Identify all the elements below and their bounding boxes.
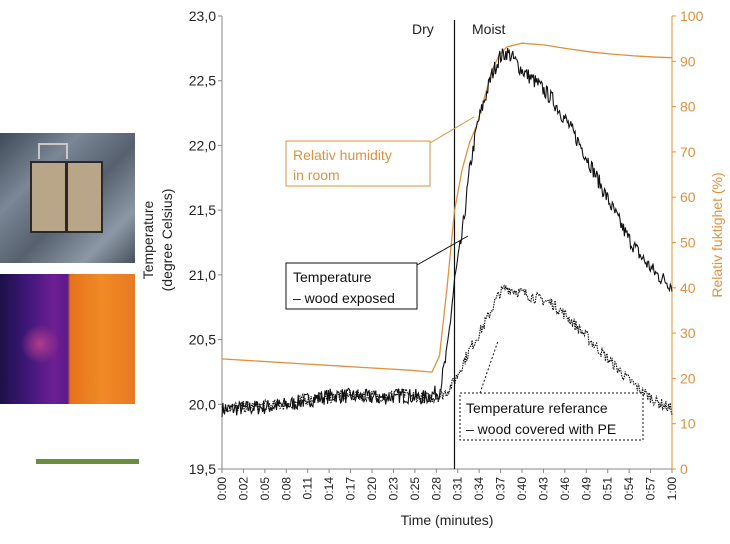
exposed-label-line2: – wood exposed bbox=[293, 290, 395, 306]
scale-bar bbox=[36, 459, 139, 464]
x-tick-label: 0:17 bbox=[344, 477, 358, 501]
covered-leader-line bbox=[479, 340, 499, 394]
y-axis-right-title: Relativ fuktighet (%) bbox=[709, 172, 725, 297]
x-tick-label: 0:11 bbox=[301, 477, 315, 500]
y-right-tick-label: 40 bbox=[680, 280, 696, 296]
x-tick-label: 0:57 bbox=[644, 477, 658, 501]
y-right-tick-label: 20 bbox=[680, 370, 696, 386]
y-tick-label: 23,0 bbox=[189, 8, 216, 24]
y-tick-label: 20,0 bbox=[189, 396, 216, 412]
exposed-label-line1: Temperature bbox=[293, 269, 372, 285]
x-tick-label: 0:00 bbox=[215, 477, 229, 501]
x-tick-label: 0:46 bbox=[558, 477, 572, 501]
photo-sensor-bracket bbox=[38, 143, 68, 159]
thermal-image bbox=[0, 274, 135, 404]
x-tick-label: 0:08 bbox=[279, 477, 293, 501]
x-tick-label: 0:34 bbox=[472, 477, 486, 501]
y-right-tick-label: 50 bbox=[680, 235, 696, 251]
series-line-1 bbox=[221, 47, 673, 418]
phase-label-dry: Dry bbox=[412, 21, 434, 37]
x-tick-label: 0:20 bbox=[365, 477, 379, 501]
y-axis-title-line1: Temperature bbox=[140, 200, 156, 279]
x-tick-label: 0:25 bbox=[408, 477, 422, 501]
y-right-tick-label: 30 bbox=[680, 325, 696, 341]
phase-label-moist: Moist bbox=[472, 21, 506, 37]
x-tick-label: 0:23 bbox=[386, 477, 400, 501]
series-line-0 bbox=[221, 42, 673, 373]
thermal-hotspot bbox=[20, 324, 60, 364]
x-tick-label: 1:00 bbox=[665, 477, 679, 501]
y-tick-label: 22,5 bbox=[189, 73, 216, 89]
y-axis-title-line2: (degree Celsius) bbox=[159, 189, 175, 292]
x-tick-label: 0:51 bbox=[601, 477, 615, 501]
x-axis-title: Time (minutes) bbox=[401, 512, 494, 528]
covered-label-line1: Temperature referance bbox=[466, 400, 608, 416]
exposed-label-box bbox=[285, 262, 418, 310]
y-tick-label: 20,5 bbox=[189, 332, 216, 348]
y-tick-label: 22,0 bbox=[189, 137, 216, 153]
exposed-leader-line bbox=[416, 235, 469, 266]
humidity-label-box bbox=[285, 140, 431, 187]
humidity-label-line1: Relativ humidity bbox=[293, 147, 392, 163]
x-tick-label: 0:49 bbox=[579, 477, 593, 501]
y-tick-label: 19,5 bbox=[189, 461, 216, 477]
humidity-leader-line bbox=[429, 116, 475, 144]
x-tick-label: 0:37 bbox=[494, 477, 508, 501]
humidity-label-line2: in room bbox=[293, 167, 340, 183]
y-tick-label: 21,5 bbox=[189, 202, 216, 218]
x-tick-label: 0:54 bbox=[622, 477, 636, 501]
y-right-tick-label: 70 bbox=[680, 144, 696, 160]
covered-label-line2: – wood covered with PE bbox=[466, 421, 616, 437]
x-tick-label: 0:31 bbox=[451, 477, 465, 501]
x-tick-label: 0:43 bbox=[536, 477, 550, 501]
y-right-tick-label: 80 bbox=[680, 99, 696, 115]
y-right-tick-label: 60 bbox=[680, 189, 696, 205]
y-right-tick-label: 10 bbox=[680, 416, 696, 432]
x-tick-label: 0:28 bbox=[429, 477, 443, 501]
photo-wood-board bbox=[30, 161, 103, 233]
series-line-2 bbox=[221, 284, 673, 415]
specimen-photo bbox=[0, 133, 135, 263]
y-tick-label: 21,0 bbox=[189, 267, 216, 283]
covered-label-box bbox=[459, 392, 644, 441]
y-right-tick-label: 100 bbox=[680, 8, 704, 24]
y-right-tick-label: 90 bbox=[680, 53, 696, 69]
x-tick-label: 0:14 bbox=[322, 477, 336, 501]
x-tick-label: 0:05 bbox=[258, 477, 272, 501]
x-tick-label: 0:40 bbox=[515, 477, 529, 501]
y-right-tick-label: 0 bbox=[680, 461, 688, 477]
x-tick-label: 0:02 bbox=[236, 477, 250, 501]
